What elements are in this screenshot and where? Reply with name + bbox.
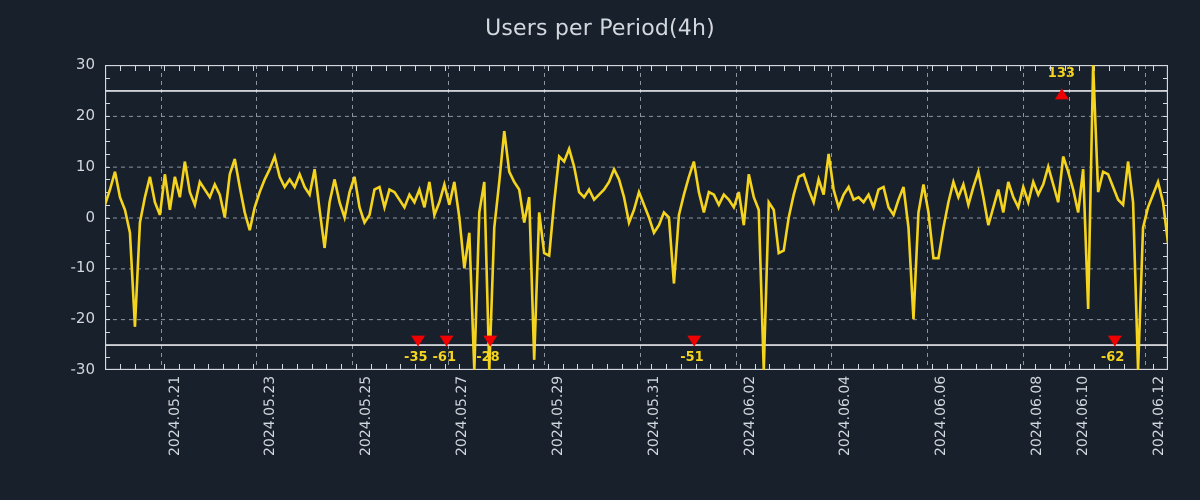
annotation-label: -35 [404,349,428,365]
outlier-marker-4 [1054,88,1069,100]
annotation-label: -51 [680,349,704,365]
x-tick-label: 2024.06.08 [1029,375,1046,456]
axis-frame [105,65,1168,370]
outlier-marker-2 [483,335,498,347]
outlier-marker-0 [411,335,426,347]
x-tick-label: 2024.06.06 [933,375,950,456]
plot-svg [105,65,1168,370]
y-tick-label: 0 [85,207,95,226]
y-tick-label: -20 [70,309,96,328]
x-tick-label: 2024.06.10 [1075,375,1092,456]
series-path [105,65,1168,370]
outlier-marker-5 [1107,335,1122,347]
outlier-markers [411,88,1122,347]
annotation-label: -62 [1100,349,1125,365]
y-tick-label: 30 [75,55,95,73]
plot-border [105,65,1168,370]
axis-tick-marks [105,65,1168,370]
gridlines [105,65,1168,370]
annotation-label: 133 [1047,66,1075,82]
y-tick-label: 10 [75,156,95,175]
outlier-marker-1 [439,335,454,347]
chart-title: Users per Period(4h) [485,16,715,41]
plot-area [105,65,1168,370]
y-tick-label: 20 [75,105,95,124]
x-tick-label: 2024.05.29 [549,375,566,456]
y-tick-label: -30 [70,360,96,378]
x-tick-label: 2024.06.12 [1150,375,1167,456]
x-tick-label: 2024.06.02 [741,375,758,456]
x-tick-label: 2024.05.27 [454,375,471,456]
x-tick-label: 2024.05.25 [358,375,375,456]
x-tick-label: 2024.06.04 [837,375,854,456]
y-tick-label: -10 [70,258,96,277]
data-series-line [105,65,1168,370]
outlier-marker-3 [687,335,702,347]
annotation-label: -61 [432,349,457,365]
x-tick-label: 2024.05.21 [166,375,183,456]
x-tick-label: 2024.05.31 [645,375,662,456]
clip-threshold-lines [105,90,1168,346]
x-tick-label: 2024.05.23 [262,375,279,456]
